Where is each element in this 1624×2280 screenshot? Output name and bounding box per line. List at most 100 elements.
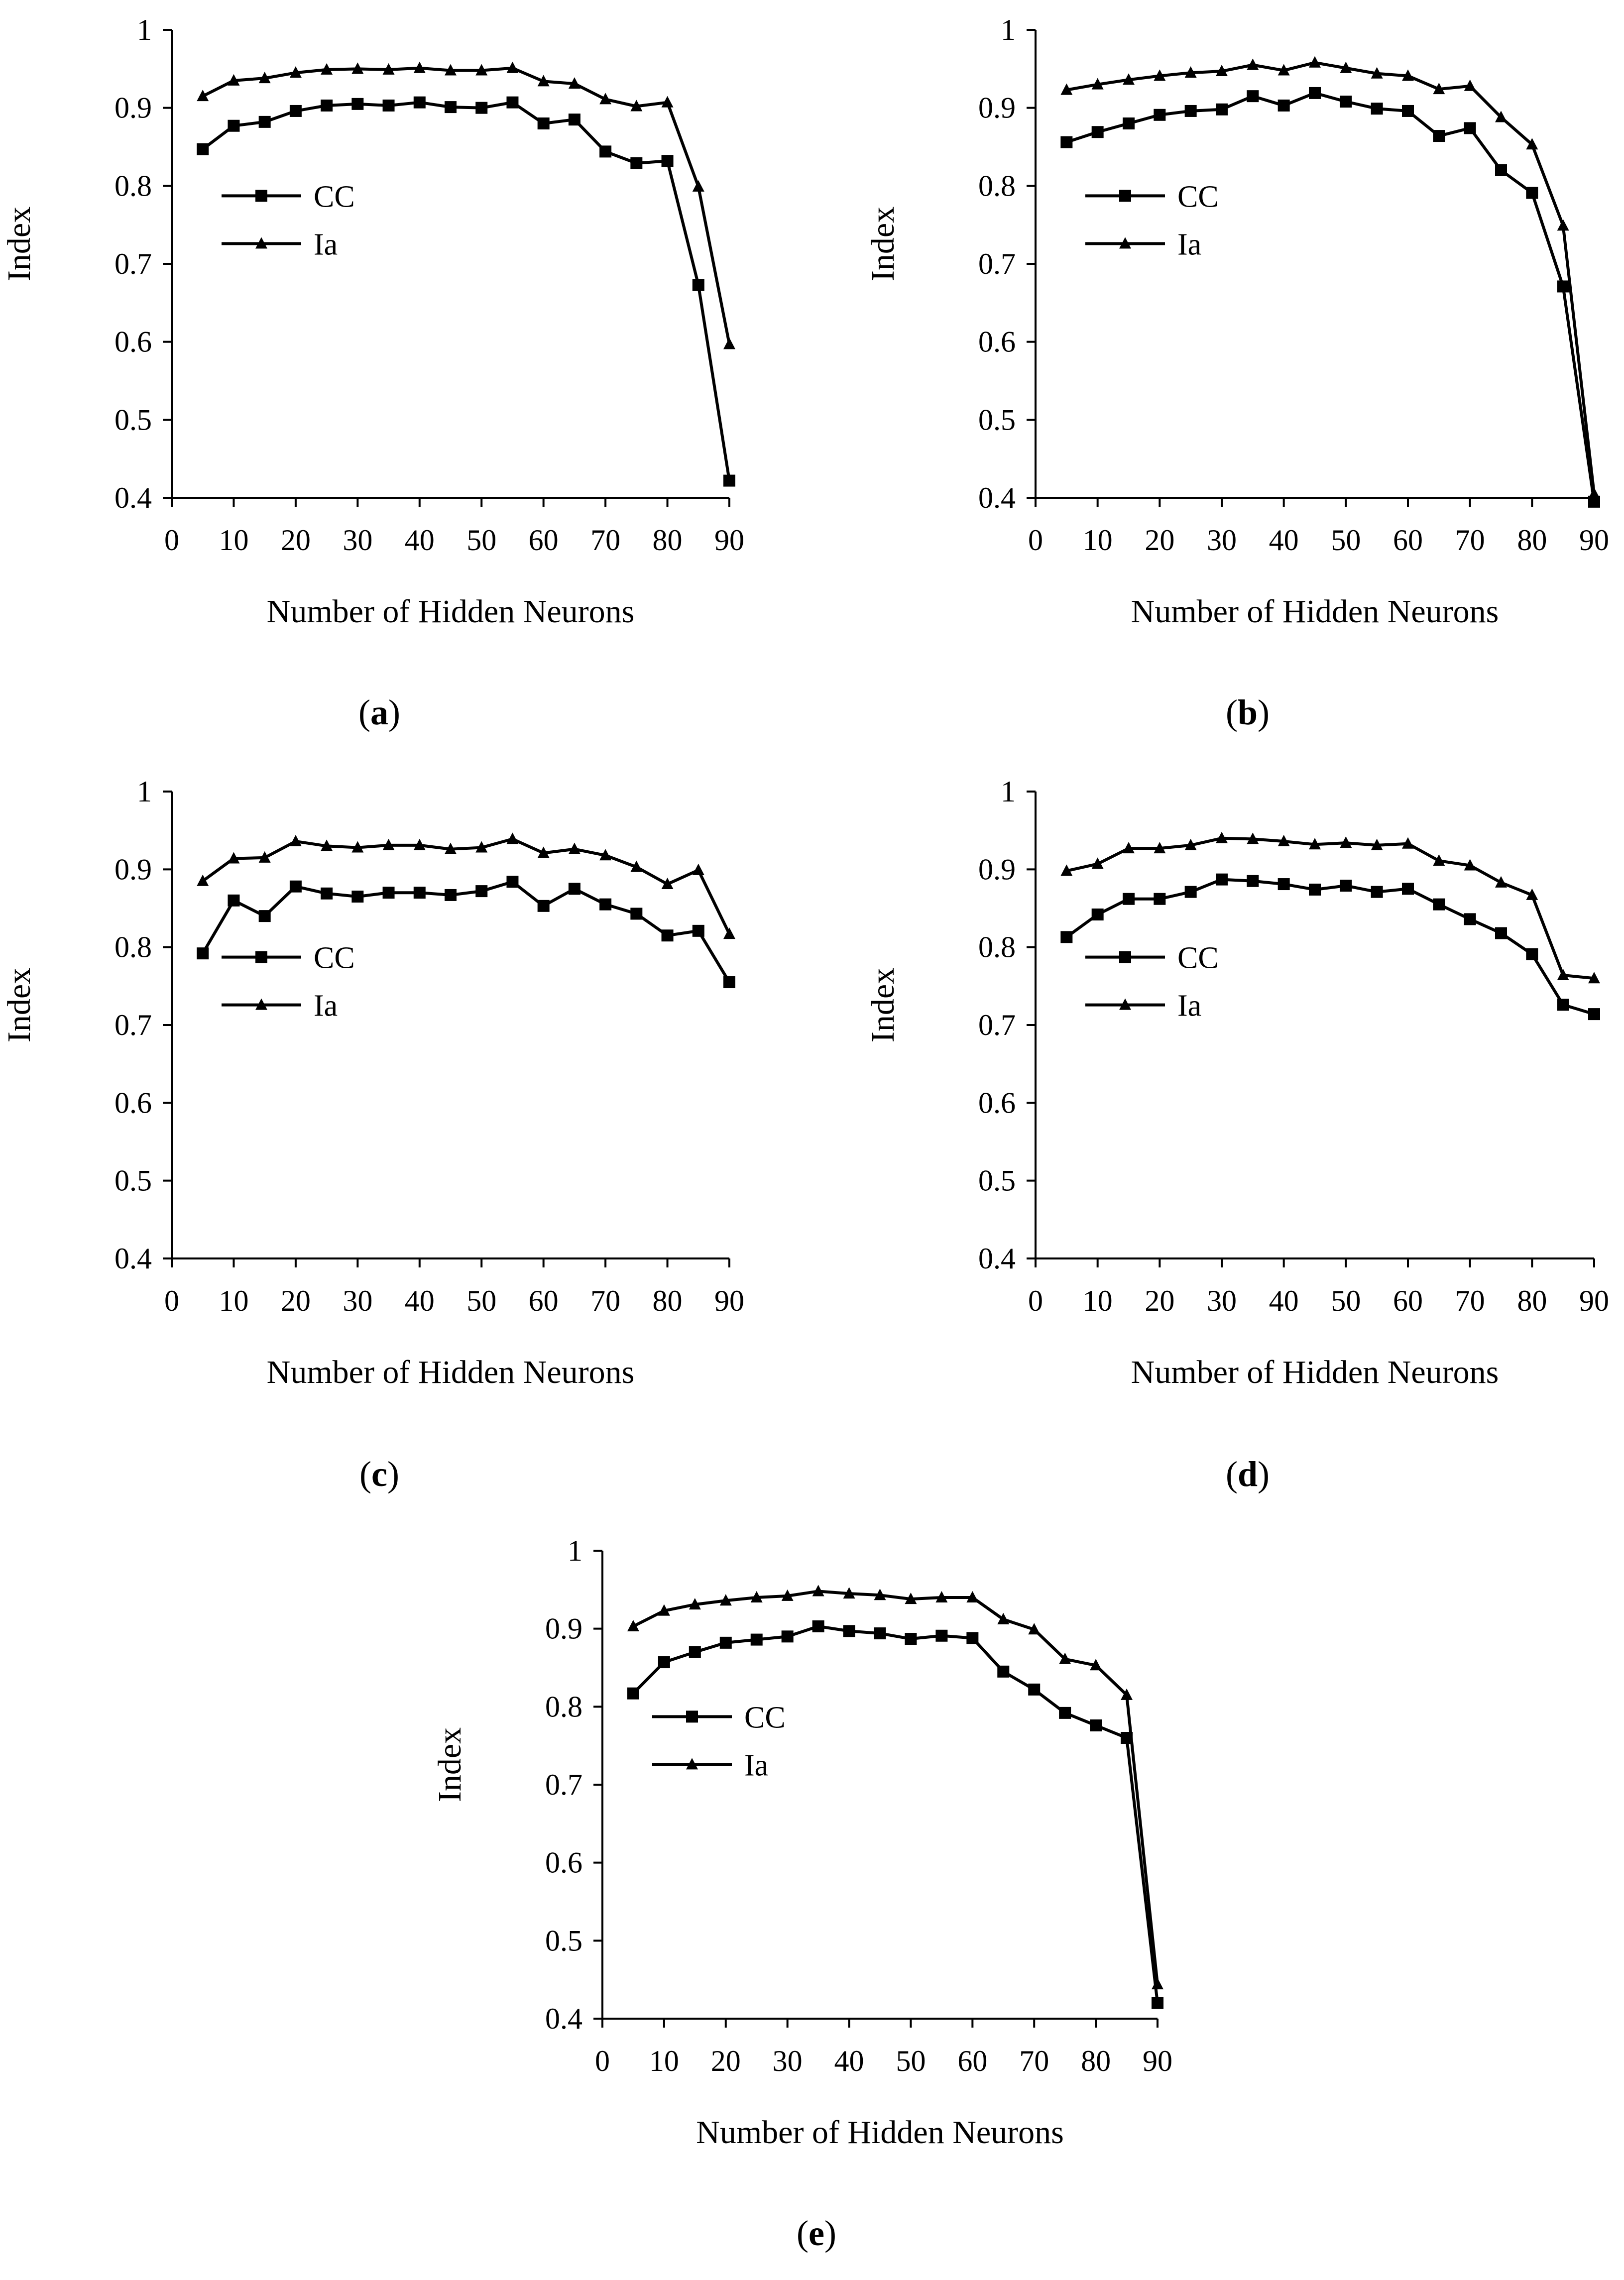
data-point-ia (289, 66, 302, 78)
data-point-cc (966, 1632, 979, 1644)
triangle-marker-icon (255, 237, 267, 249)
y-axis-title: Index (865, 968, 901, 1042)
y-tick-label: 0.6 (115, 326, 152, 358)
data-point-cc (289, 105, 302, 117)
data-point-ia (258, 72, 271, 84)
data-point-ia (1121, 1688, 1133, 1700)
data-point-ia (843, 1587, 855, 1599)
data-point-cc (630, 157, 643, 169)
y-axis-title: Index (1, 207, 37, 281)
data-point-ia (197, 90, 209, 102)
data-point-cc (289, 880, 302, 893)
series-line-ia (632, 1590, 1159, 1985)
data-point-cc (1184, 105, 1197, 117)
y-tick-label: 0.9 (978, 92, 1016, 124)
data-point-cc (905, 1633, 917, 1645)
data-point-ia (1340, 836, 1352, 848)
data-point-cc (1247, 875, 1259, 887)
y-tick-label: 0.5 (115, 1164, 152, 1197)
data-point-ia (1091, 78, 1104, 90)
data-point-ia (1060, 864, 1073, 876)
data-point-ia (781, 1589, 794, 1601)
data-point-cc (1464, 913, 1476, 925)
data-point-cc (661, 929, 674, 942)
data-point-cc (445, 889, 457, 901)
data-point-ia (568, 842, 580, 854)
x-tick-label: 30 (343, 524, 372, 557)
data-point-cc (1433, 898, 1445, 911)
data-point-cc (258, 910, 271, 922)
x-tick-label: 60 (529, 524, 559, 557)
data-point-ia (413, 61, 426, 73)
data-point-cc (1123, 117, 1135, 129)
y-axis-title: Index (1, 968, 37, 1042)
x-tick-label: 80 (653, 524, 683, 557)
data-point-cc (1402, 883, 1414, 895)
triangle-marker-icon (686, 1758, 698, 1770)
data-point-cc (1588, 1008, 1600, 1021)
x-tick-label: 10 (219, 524, 248, 557)
data-point-cc (1433, 130, 1445, 142)
data-point-ia (661, 878, 674, 890)
data-point-ia (658, 1604, 670, 1616)
y-tick-label: 0.7 (115, 1009, 152, 1041)
x-tick-label: 60 (957, 2045, 987, 2077)
triangle-marker-icon (1119, 998, 1131, 1010)
x-tick-label: 40 (1269, 1284, 1299, 1317)
panel-caption: (b) (1226, 692, 1270, 732)
data-point-cc (1123, 893, 1135, 905)
x-tick-label: 60 (529, 1284, 559, 1317)
data-point-cc (1060, 931, 1073, 943)
data-point-cc (506, 96, 519, 109)
data-point-cc (1309, 87, 1321, 99)
legend-label-ia: Ia (314, 989, 338, 1023)
x-tick-label: 40 (405, 1284, 435, 1317)
data-point-ia (1152, 1978, 1163, 1990)
y-tick-label: 0.7 (978, 247, 1016, 280)
data-point-ia (1588, 487, 1600, 499)
y-tick-label: 0.4 (115, 481, 152, 514)
data-point-ia (228, 852, 240, 864)
data-point-cc (750, 1633, 763, 1646)
legend: CC Ia (222, 941, 355, 1023)
data-point-cc (661, 155, 674, 167)
x-tick-label: 80 (1517, 524, 1547, 557)
x-tick-label: 80 (1517, 1284, 1547, 1317)
chart-panel-b: 0.40.50.60.70.80.910 10 20 30 40 50 60 70 80 90Nu… (865, 13, 1609, 732)
chart-panel-c: 0.40.50.60.70.80.910 10 20 30 40 50 60 70 80 90Nu… (1, 775, 744, 1494)
y-tick-label: 0.6 (978, 1086, 1016, 1119)
series-line-ia (1066, 836, 1595, 980)
square-marker-icon (1119, 190, 1131, 202)
series-line-cc (1066, 91, 1596, 502)
y-tick-label: 0.8 (115, 931, 152, 964)
x-tick-label: 0 (1028, 524, 1043, 557)
legend-label-ia: Ia (1177, 228, 1201, 261)
y-tick-label: 0.4 (545, 2002, 582, 2035)
series-line-cc (1065, 878, 1595, 1016)
data-point-cc (413, 96, 426, 109)
data-point-ia (935, 1591, 948, 1602)
data-point-ia (630, 100, 643, 112)
data-point-ia (1154, 69, 1166, 81)
data-point-cc (321, 99, 333, 112)
legend: CC Ia (652, 1701, 786, 1782)
data-point-cc (599, 145, 612, 158)
y-tick-label: 0.7 (545, 1768, 582, 1801)
data-point-ia (874, 1589, 886, 1600)
data-point-cc (692, 279, 704, 291)
data-point-cc (1371, 103, 1383, 115)
x-tick-label: 60 (1393, 524, 1423, 557)
data-point-cc (1526, 948, 1538, 960)
data-point-ia (1059, 1652, 1071, 1664)
data-point-ia (1371, 67, 1383, 79)
data-point-cc (1557, 999, 1569, 1011)
data-point-cc (537, 900, 550, 912)
data-point-ia (1495, 876, 1507, 888)
data-point-cc (1495, 927, 1507, 939)
legend: CC Ia (222, 180, 355, 261)
data-point-ia (445, 842, 457, 854)
x-tick-label: 50 (466, 1284, 496, 1317)
data-point-cc (1028, 1683, 1041, 1696)
data-point-ia (1184, 66, 1197, 78)
x-tick-label: 70 (1019, 2045, 1049, 2077)
